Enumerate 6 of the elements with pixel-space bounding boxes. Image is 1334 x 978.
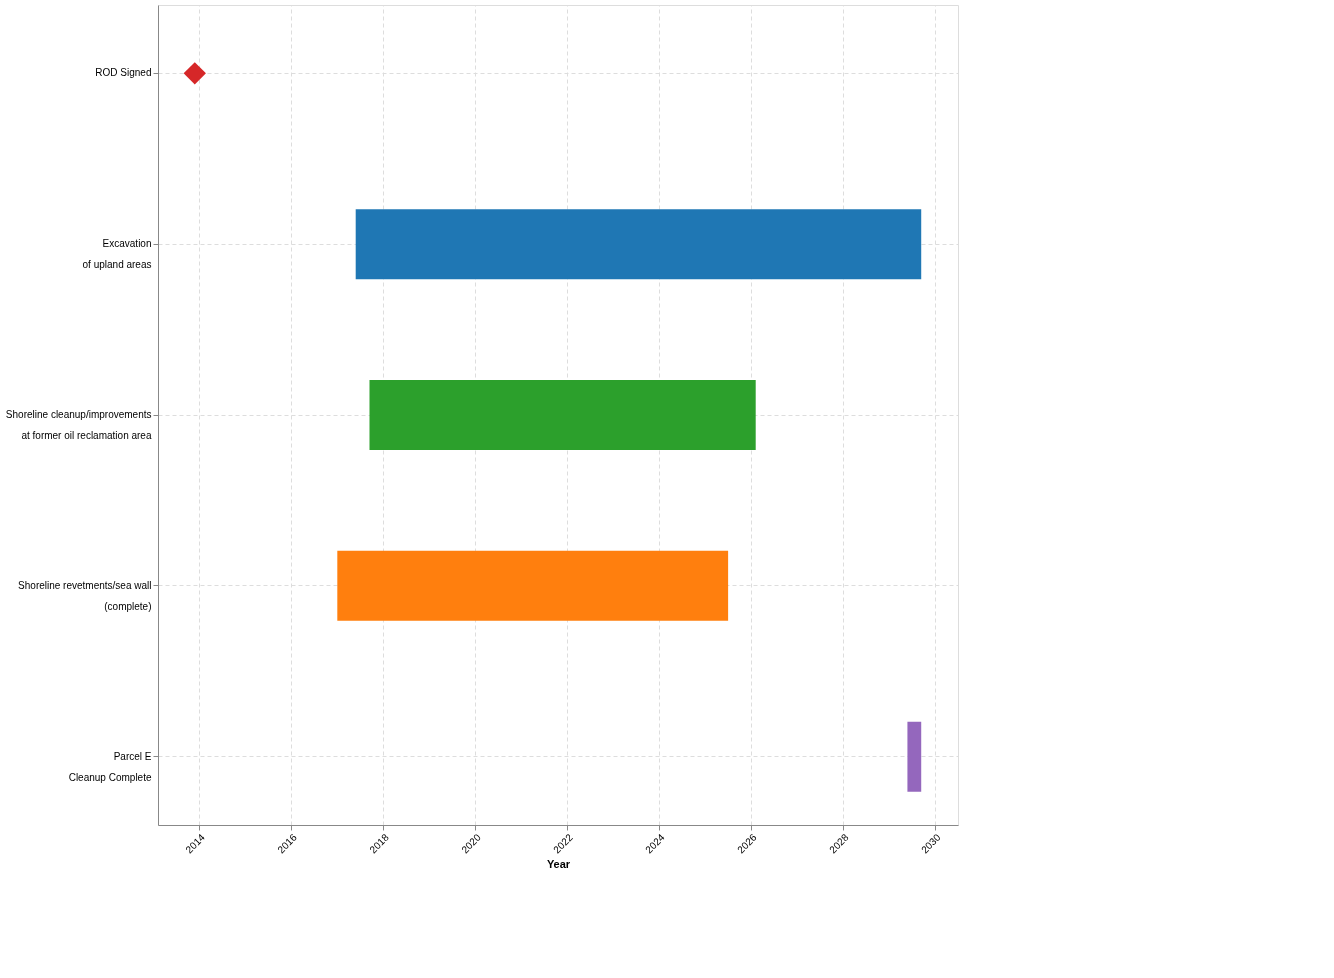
x-axis-title: Year (546, 858, 571, 871)
y-tick-label: Excavation of upland areas (82, 238, 152, 271)
y-tick-label: Shoreline cleanup/improvements at former oil reclamation area (5, 409, 152, 441)
y-tick-label: Parcel E Cleanup Complete (68, 750, 152, 783)
y-tick-label: Shoreline revetments/sea wall (complete) (18, 579, 152, 612)
y-tick-label: ROD Signed (95, 67, 152, 79)
